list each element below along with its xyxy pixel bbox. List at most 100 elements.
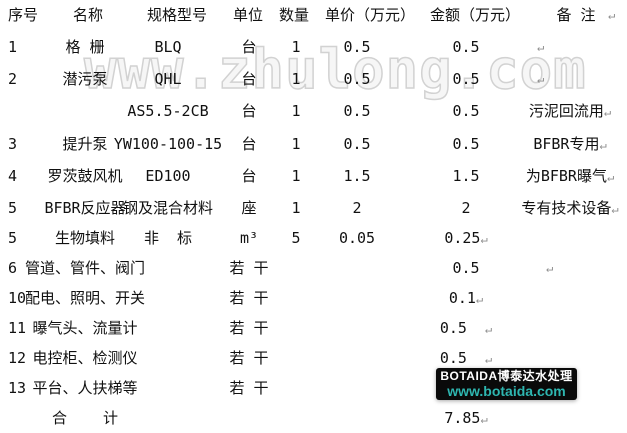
return-mark-icon: ↵ — [608, 8, 616, 22]
return-mark-icon: ↵ — [537, 72, 545, 86]
cell-name: 罗茨鼓风机 — [47, 167, 123, 185]
return-mark-icon: ↵ — [480, 232, 488, 246]
cell-name: BFBR反应器 — [44, 199, 126, 217]
cell-remark: BFBR专用↵ — [533, 129, 606, 159]
col-header-name: 名称 — [72, 6, 104, 24]
cell-unit: 若 干 — [229, 259, 269, 277]
table-header-row: 序号 名称 规格型号 单位 数量 单价（万元） 金额（万元） 备 注 ↵ — [0, 0, 627, 30]
cell-spec: 钢及混合材料 — [122, 199, 214, 217]
col-header-qty: 数量 — [278, 6, 310, 24]
table-row: 12 电控柜、检测仪 若 干 0.5 ↵ — [0, 343, 627, 373]
cell-name: 格 栅 — [65, 38, 105, 56]
cell-unit: 台 — [241, 70, 257, 88]
return-mark-icon: ↵ — [546, 261, 554, 275]
badge-website-url: www.botaida.com — [447, 383, 566, 399]
return-mark-icon: ↵ — [537, 40, 545, 54]
cell-qty: 1 — [291, 199, 301, 217]
remark-text: 污泥回流用 — [528, 102, 604, 120]
cell-qty: 1 — [291, 70, 301, 88]
amount-text: 0.1 — [448, 289, 476, 307]
cell-price: 0.05 — [338, 229, 376, 247]
cell-amount: 0.1↵ — [449, 283, 483, 313]
cell-spec: BLQ — [154, 38, 182, 56]
cell-unit: 台 — [241, 135, 257, 153]
cell-no: 5 — [8, 199, 18, 217]
botaida-watermark-badge: BOTAIDA博泰达水处理 www.botaida.com — [436, 368, 577, 400]
return-mark-icon: ↵ — [484, 322, 493, 336]
cell-qty: 1 — [291, 38, 301, 56]
amount-text: 0.25 — [444, 229, 481, 247]
table-row: 6 管道、管件、阀门 若 干 0.5 ↵ — [0, 253, 627, 283]
cell-qty: 1 — [291, 102, 301, 120]
cell-amount: 0.5 ↵ — [440, 313, 492, 343]
cell-amount: 0.5 — [452, 38, 480, 56]
cell-spec: YW100-100-15 — [113, 135, 223, 153]
remark-text: 为BFBR曝气 — [525, 167, 607, 185]
cell-unit: 座 — [241, 199, 257, 217]
zhulong-watermark: www.zhulong.com — [83, 37, 587, 102]
cell-unit: 若 干 — [229, 319, 269, 337]
table-total-row: 合 计 7.85↵ — [0, 403, 627, 433]
col-header-amount: 金额（万元） — [429, 6, 521, 24]
cell-unit: 台 — [241, 38, 257, 56]
cell-no: 3 — [8, 135, 18, 153]
cell-qty: 1 — [291, 167, 301, 185]
table-row: 5 BFBR反应器 钢及混合材料 座 1 2 2 专有技术设备↵ — [0, 193, 627, 223]
cell-unit: 若 干 — [229, 379, 269, 397]
cell-name: 管道、管件、阀门 — [24, 259, 146, 277]
cell-amount: 2 — [461, 199, 471, 217]
cell-unit: m³ — [239, 229, 259, 247]
cell-name: 生物填料 — [54, 229, 116, 247]
cell-qty: 1 — [291, 135, 301, 153]
cell-no: 6 — [8, 259, 18, 277]
cell-remark: 专有技术设备↵ — [521, 193, 618, 223]
return-mark-icon: ↵ — [475, 292, 484, 306]
remark-text: BFBR专用 — [533, 135, 600, 153]
cell-price: 0.5 — [343, 70, 371, 88]
total-label: 合 计 — [51, 409, 119, 427]
cell-no: 10 — [8, 289, 27, 307]
cell-name: 提升泵 — [62, 135, 108, 153]
cell-no: 11 — [8, 319, 27, 337]
return-mark-icon: ↵ — [603, 105, 612, 119]
cell-name: 潜污泵 — [62, 70, 108, 88]
table-row: 11 曝气头、流量计 若 干 0.5 ↵ — [0, 313, 627, 343]
cell-no: 2 — [8, 70, 18, 88]
cell-amount: 0.5 — [452, 259, 480, 277]
cell-amount: 0.5 — [452, 102, 480, 120]
cell-amount: 0.5 ↵ — [440, 343, 492, 373]
cell-remark: 污泥回流用↵ — [529, 96, 611, 126]
table-row: 3 提升泵 YW100-100-15 台 1 0.5 0.5 BFBR专用↵ — [0, 129, 627, 159]
cell-unit: 若 干 — [229, 349, 269, 367]
col-header-unit: 单位 — [232, 6, 264, 24]
cell-remark: 为BFBR曝气↵ — [526, 161, 614, 191]
return-mark-icon: ↵ — [599, 138, 607, 152]
badge-company-name: BOTAIDA博泰达水处理 — [440, 369, 573, 383]
cell-name: 曝气头、流量计 — [32, 319, 138, 337]
table-row: AS5.5-2CB 台 1 0.5 0.5 污泥回流用↵ — [0, 96, 627, 126]
table-row: 1 格 栅 BLQ 台 1 0.5 0.5 ↵ — [0, 32, 627, 62]
cell-no: 4 — [8, 167, 18, 185]
cell-amount: 0.25↵ — [444, 223, 487, 253]
cell-amount: 0.5 — [452, 135, 480, 153]
return-mark-icon: ↵ — [611, 202, 619, 216]
cell-name: 配电、照明、开关 — [24, 289, 146, 307]
table-row: 13 平台、人扶梯等 若 干 — [0, 373, 627, 403]
cell-price: 2 — [352, 199, 362, 217]
remark-text: 专有技术设备 — [521, 199, 612, 217]
col-header-price: 单价（万元） — [324, 6, 416, 24]
cell-spec: QHL — [154, 70, 182, 88]
cell-price: 1.5 — [343, 167, 371, 185]
cell-name: 平台、人扶梯等 — [32, 379, 138, 397]
cell-price: 0.5 — [343, 102, 371, 120]
cell-spec: ED100 — [145, 167, 191, 185]
return-mark-icon: ↵ — [606, 170, 615, 184]
cell-spec: 非 标 — [143, 229, 193, 247]
cell-unit: 若 干 — [229, 289, 269, 307]
cell-price: 0.5 — [343, 38, 371, 56]
amount-text: 0.5 — [439, 319, 467, 337]
cell-no: 12 — [8, 349, 27, 367]
col-header-remark: 备 注 — [556, 6, 596, 24]
col-header-no: 序号 — [8, 6, 39, 24]
